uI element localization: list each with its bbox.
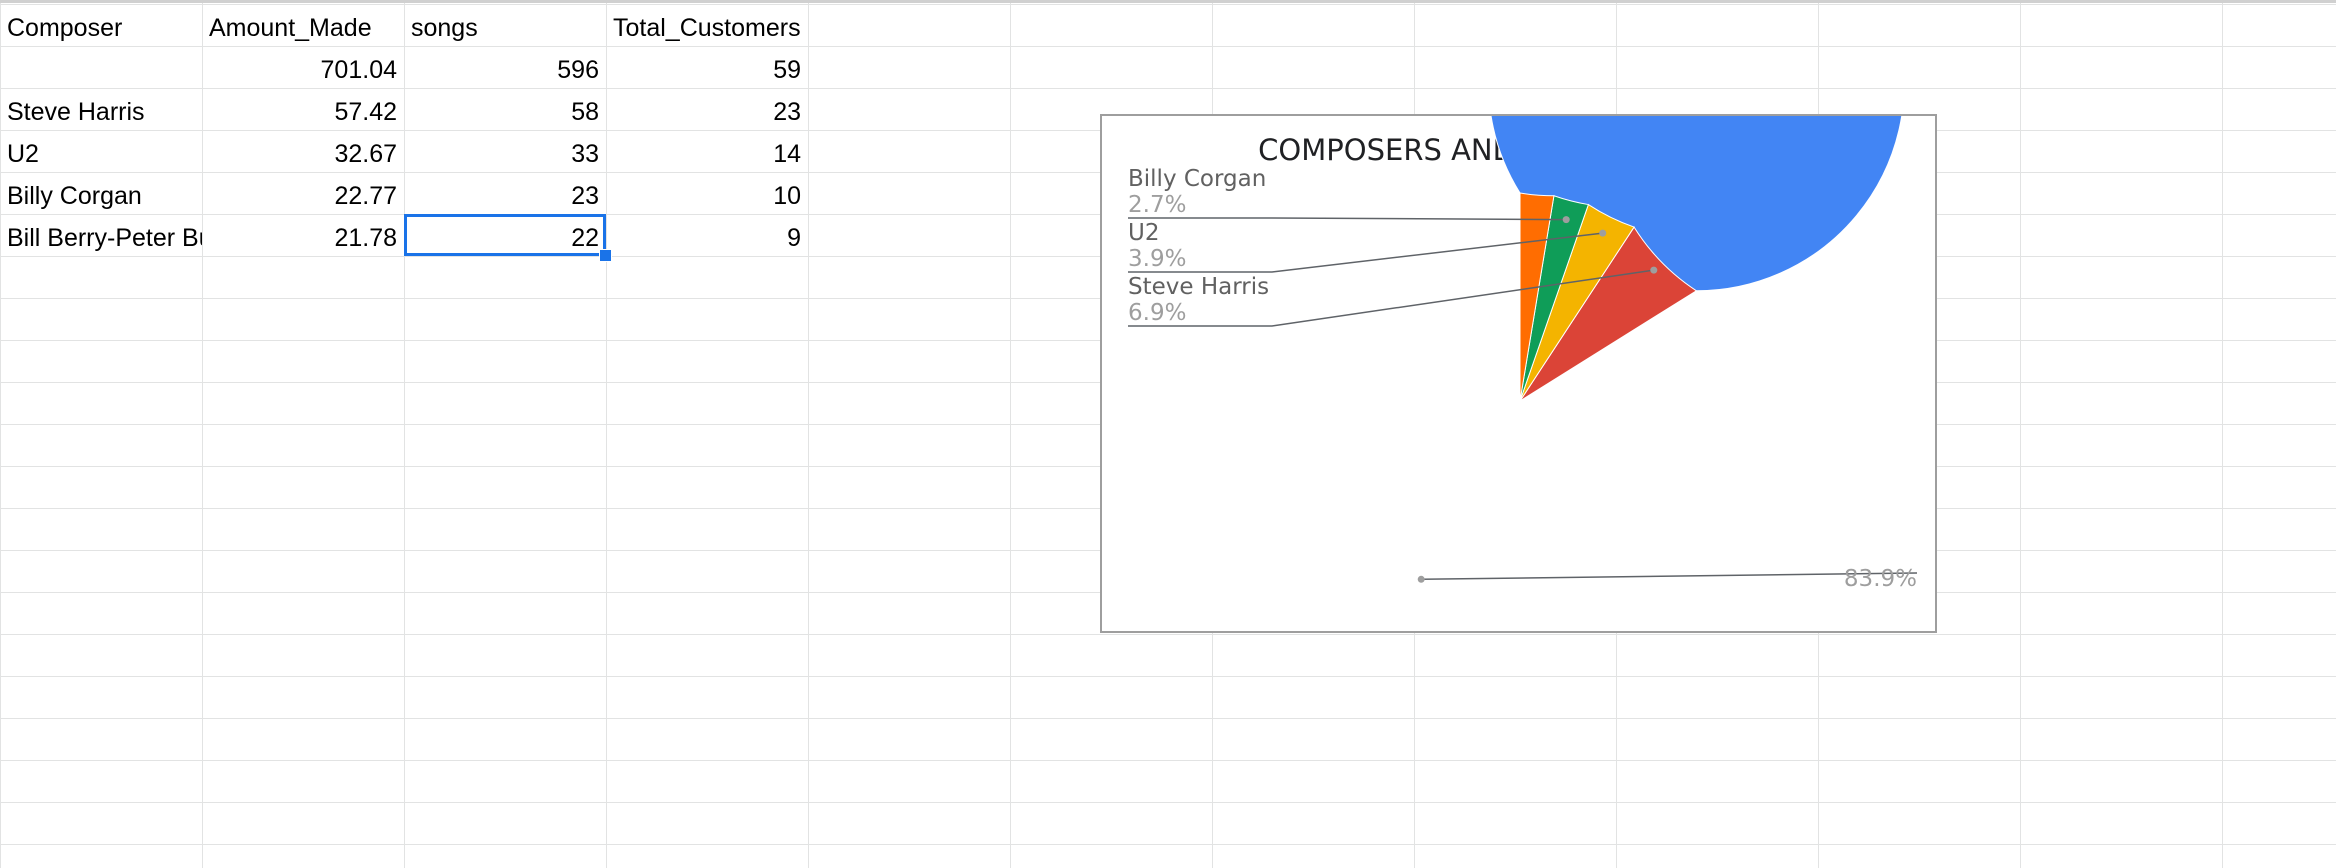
cell-composer-row-5[interactable]: Bill Berry-Peter Buck [0,217,202,259]
cell-total-customers-row-1[interactable]: 59 [606,49,808,91]
slice-label-percent-1: 83.9% [1844,566,1917,592]
cell-songs-row-5[interactable]: 22 [404,217,606,259]
callout-dot-2 [1650,267,1657,274]
header-cell-total-customers[interactable]: Total_Customers [606,7,818,49]
cell-composer-row-2[interactable]: Steve Harris [0,91,202,133]
cell-songs-row-2[interactable]: 58 [404,91,606,133]
callout-dot-4 [1563,216,1570,223]
slice-label-name-2: Steve Harris [1128,274,1269,300]
callout-line-4 [1128,218,1566,220]
cell-amount-made-row-2[interactable]: 57.42 [202,91,404,133]
cell-amount-made-row-1[interactable]: 701.04 [202,49,404,91]
cell-total-customers-row-2[interactable]: 23 [606,91,808,133]
cell-total-customers-row-3[interactable]: 14 [606,133,808,175]
slice-label-name-4: Billy Corgan [1128,166,1266,192]
slice-label-percent-3: 3.9% [1128,246,1186,272]
callout-dot-1 [1418,576,1425,583]
cell-amount-made-row-5[interactable]: 21.78 [202,217,404,259]
callout-line-1 [1421,573,1917,579]
fill-handle[interactable] [599,249,612,262]
pie-chart-canvas: COMPOSERS AND AMOUNT-MADE83.9%Steve Harr… [1102,116,1939,635]
cell-songs-row-1[interactable]: 596 [404,49,606,91]
cell-songs-row-4[interactable]: 23 [404,175,606,217]
cell-amount-made-row-4[interactable]: 22.77 [202,175,404,217]
header-cell-amount-made[interactable]: Amount_Made [202,7,404,49]
cell-songs-row-3[interactable]: 33 [404,133,606,175]
slice-label-name-3: U2 [1128,220,1159,246]
slice-label-percent-2: 6.9% [1128,300,1186,326]
pie-chart[interactable]: COMPOSERS AND AMOUNT-MADE83.9%Steve Harr… [1100,114,1937,633]
cell-total-customers-row-5[interactable]: 9 [606,217,808,259]
slice-label-percent-4: 2.7% [1128,192,1186,218]
cell-composer-row-1[interactable] [0,49,202,91]
cell-composer-row-3[interactable]: U2 [0,133,202,175]
header-cell-composer[interactable]: Composer [0,7,202,49]
callout-dot-3 [1599,230,1606,237]
cell-amount-made-row-3[interactable]: 32.67 [202,133,404,175]
cell-total-customers-row-4[interactable]: 10 [606,175,808,217]
header-cell-songs[interactable]: songs [404,7,606,49]
cell-composer-row-4[interactable]: Billy Corgan [0,175,202,217]
